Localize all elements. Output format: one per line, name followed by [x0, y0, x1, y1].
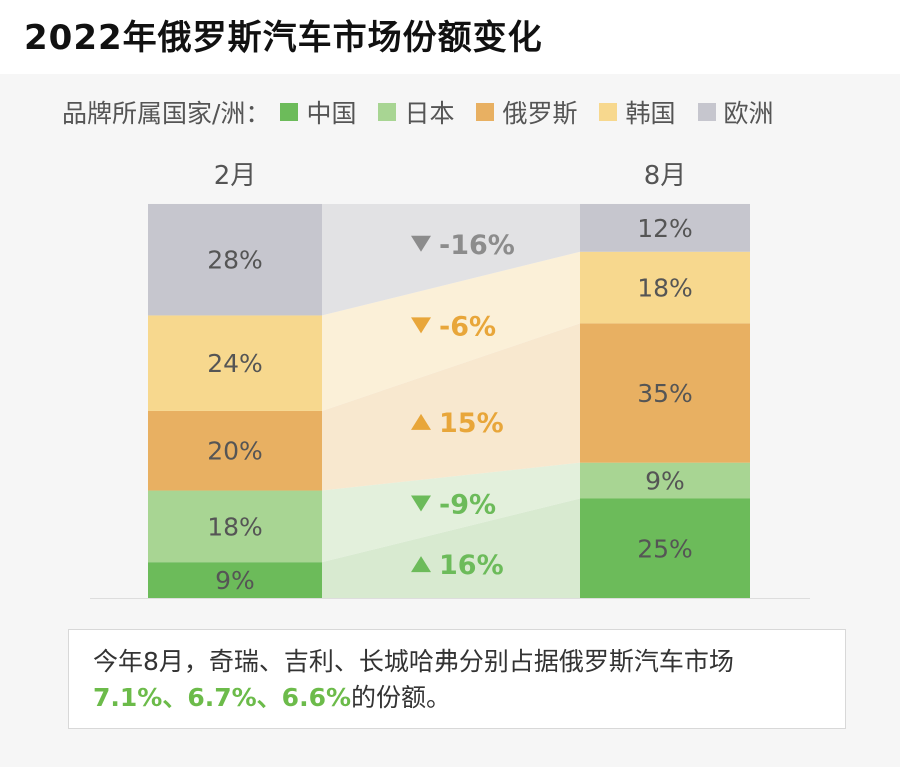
bar-feb-korea [148, 315, 322, 411]
bar-feb-europe [148, 203, 322, 316]
legend-swatch-korea [599, 103, 618, 121]
down-triangle-icon-japan [411, 495, 431, 512]
category-label-feb: 2月 [214, 161, 257, 191]
legend-text-china: 中国 [306, 99, 357, 128]
band-russia [322, 323, 580, 491]
data-label-feb-europe: 28% [207, 246, 263, 275]
up-triangle-icon-china [411, 556, 431, 573]
bar-aug-japan [580, 462, 750, 499]
stacked-bar-chart: 9% 18% 20% 24% 28% 2月 25% 9% 35% 18% 12% 8月 16% -9% 15… [90, 161, 810, 599]
legend-swatch-russia [476, 103, 495, 121]
change-label-japan: -9% [439, 489, 496, 520]
legend-item-china: 中国 [280, 94, 356, 130]
data-label-aug-japan: 9% [645, 467, 685, 496]
legend: 品牌所属国家/洲： 中国 日本 俄罗斯 韩国 欧洲 [62, 92, 792, 132]
change-label-china: 16% [439, 550, 504, 581]
data-label-aug-russia: 35% [637, 379, 693, 408]
change-label-europe: -16% [439, 230, 515, 261]
legend-label: 品牌所属国家/洲： [62, 99, 271, 128]
chart-title: 2022年俄罗斯汽车市场份额变化 [24, 18, 543, 58]
note-box: 今年8月，奇瑞、吉利、长城哈弗分别占据俄罗斯汽车市场 7.1%、6.7%、6.6… [68, 629, 846, 729]
bar-feb-japan [148, 490, 322, 563]
band-japan [322, 462, 580, 563]
legend-text-japan: 日本 [404, 99, 455, 128]
legend-item-europe: 欧洲 [697, 94, 774, 130]
bar-aug-europe [580, 203, 750, 252]
note-suffix: 的份额。 [351, 683, 452, 712]
legend-swatch-japan [378, 103, 397, 121]
data-label-aug-china: 25% [637, 534, 693, 563]
band-china [322, 498, 580, 598]
data-label-feb-korea: 24% [207, 349, 263, 378]
legend-item-russia: 俄罗斯 [476, 94, 577, 130]
legend-swatch-europe [697, 103, 716, 121]
category-label-aug: 8月 [644, 161, 687, 191]
bar-feb-china [148, 562, 322, 598]
band-korea [322, 251, 580, 411]
legend-text-russia: 俄罗斯 [502, 99, 578, 128]
data-label-aug-korea: 18% [637, 274, 693, 303]
data-label-feb-china: 9% [215, 566, 255, 595]
legend-text-europe: 欧洲 [723, 99, 774, 128]
bar-aug-china [580, 498, 750, 598]
legend-swatch-china [280, 103, 299, 121]
legend-item-japan: 日本 [378, 94, 454, 130]
bar-aug-russia [580, 323, 750, 463]
note-text: 今年8月，奇瑞、吉利、长城哈弗分别占据俄罗斯汽车市场 [93, 647, 734, 676]
down-triangle-icon-korea [411, 317, 431, 334]
bar-aug-korea [580, 251, 750, 324]
up-triangle-icon-russia [411, 413, 431, 430]
bar-feb-russia [148, 410, 322, 491]
legend-text-korea: 韩国 [625, 99, 676, 128]
change-label-korea: -6% [439, 311, 496, 342]
change-label-russia: 15% [439, 408, 504, 439]
down-triangle-icon-europe [411, 235, 431, 252]
data-label-feb-japan: 18% [207, 512, 263, 541]
data-label-feb-russia: 20% [207, 437, 263, 466]
data-label-aug-europe: 12% [637, 214, 693, 243]
band-europe [322, 203, 580, 316]
legend-item-korea: 韩国 [599, 94, 676, 130]
note-highlight: 7.1%、6.7%、6.6% [93, 683, 352, 712]
